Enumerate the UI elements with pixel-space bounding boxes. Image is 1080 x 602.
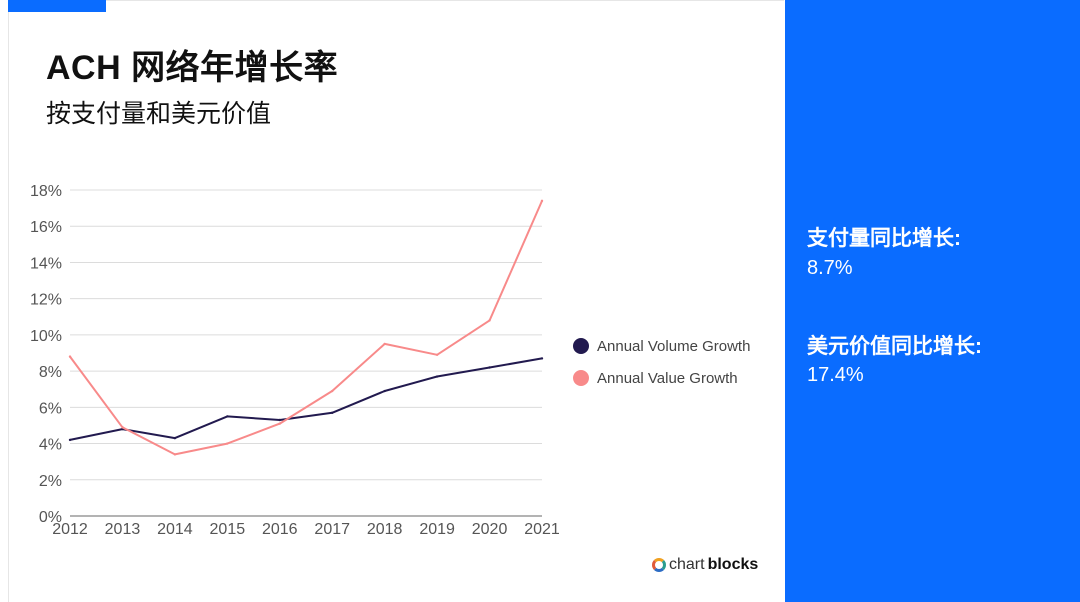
data-point	[173, 436, 177, 440]
x-tick-label: 2015	[210, 521, 246, 538]
data-point	[226, 415, 229, 418]
brand-text-light: chart	[669, 556, 705, 573]
x-tick-label: 2021	[524, 521, 560, 538]
y-tick-label: 10%	[30, 328, 62, 345]
accent-bar	[8, 0, 106, 12]
x-tick-label: 2018	[367, 521, 403, 538]
line-chart: 0%2%4%6%8%10%12%14%16%18% 2012 2013 2014 20…	[30, 183, 750, 538]
data-point	[278, 422, 281, 425]
x-tick-label: 2019	[419, 521, 455, 538]
data-point	[435, 375, 439, 378]
legend-label: Annual Value Growth	[597, 370, 738, 387]
chart-lines	[68, 199, 544, 456]
stats-panel: 支付量同比增长: 8.7% 美元价值同比增长: 17.4%	[785, 0, 1080, 602]
x-tick-label: 2017	[314, 521, 350, 538]
data-point	[435, 353, 439, 357]
x-tick-label: 2014	[157, 521, 193, 538]
y-tick-label: 12%	[30, 292, 62, 309]
page-subtitle: 按支付量和美元价值	[46, 100, 272, 128]
y-tick-label: 4%	[39, 437, 62, 454]
y-tick-label: 16%	[30, 219, 62, 236]
data-point	[226, 442, 229, 445]
brand-text-bold: blocks	[707, 556, 759, 573]
x-tick-label: 2012	[52, 521, 88, 538]
y-tick-label: 6%	[39, 400, 62, 417]
page-title: ACH 网络年增长率	[46, 49, 339, 87]
x-axis-ticks: 2012 2013 2014 2015 2016 2017 2018 2019 2020 2021	[52, 521, 560, 538]
data-point	[121, 426, 124, 429]
volume-stat-label: 支付量同比增长:	[807, 227, 961, 250]
volume-growth-line	[69, 357, 543, 441]
chart-panel	[8, 0, 784, 602]
data-point	[383, 389, 386, 393]
x-tick-label: 2020	[472, 521, 508, 538]
chartblocks-logo: chart blocks	[652, 556, 758, 574]
chart-legend: Annual Volume Growth Annual Value Growth	[573, 338, 750, 387]
data-point	[540, 199, 544, 203]
data-point	[540, 357, 544, 360]
data-point	[331, 389, 334, 393]
legend-marker	[573, 370, 589, 386]
y-tick-label: 2%	[39, 473, 62, 490]
y-axis-ticks: 0% 2% 4% 6% 8% 10% 12% 14% 16% 18%	[30, 183, 62, 526]
y-tick-label: 14%	[30, 255, 62, 272]
data-point	[68, 438, 72, 442]
y-tick-label: 18%	[30, 183, 62, 200]
legend-label: Annual Volume Growth	[597, 338, 750, 355]
data-point	[488, 366, 491, 369]
legend-marker	[573, 338, 589, 354]
volume-stat-value: 8.7%	[807, 257, 853, 279]
x-tick-label: 2013	[105, 521, 141, 538]
value-stat-value: 17.4%	[807, 364, 864, 386]
x-tick-label: 2016	[262, 521, 298, 538]
data-point	[173, 453, 177, 456]
value-stat-label: 美元价值同比增长:	[807, 335, 982, 358]
value-growth-line	[69, 200, 543, 456]
chart-grid	[70, 189, 542, 517]
y-tick-label: 8%	[39, 364, 62, 381]
data-point	[383, 342, 386, 346]
chartblocks-icon	[652, 558, 666, 572]
data-point	[331, 411, 334, 414]
y-tick-label: 0%	[39, 509, 62, 526]
data-point	[68, 355, 72, 358]
data-point	[278, 418, 281, 422]
data-point	[488, 319, 491, 322]
